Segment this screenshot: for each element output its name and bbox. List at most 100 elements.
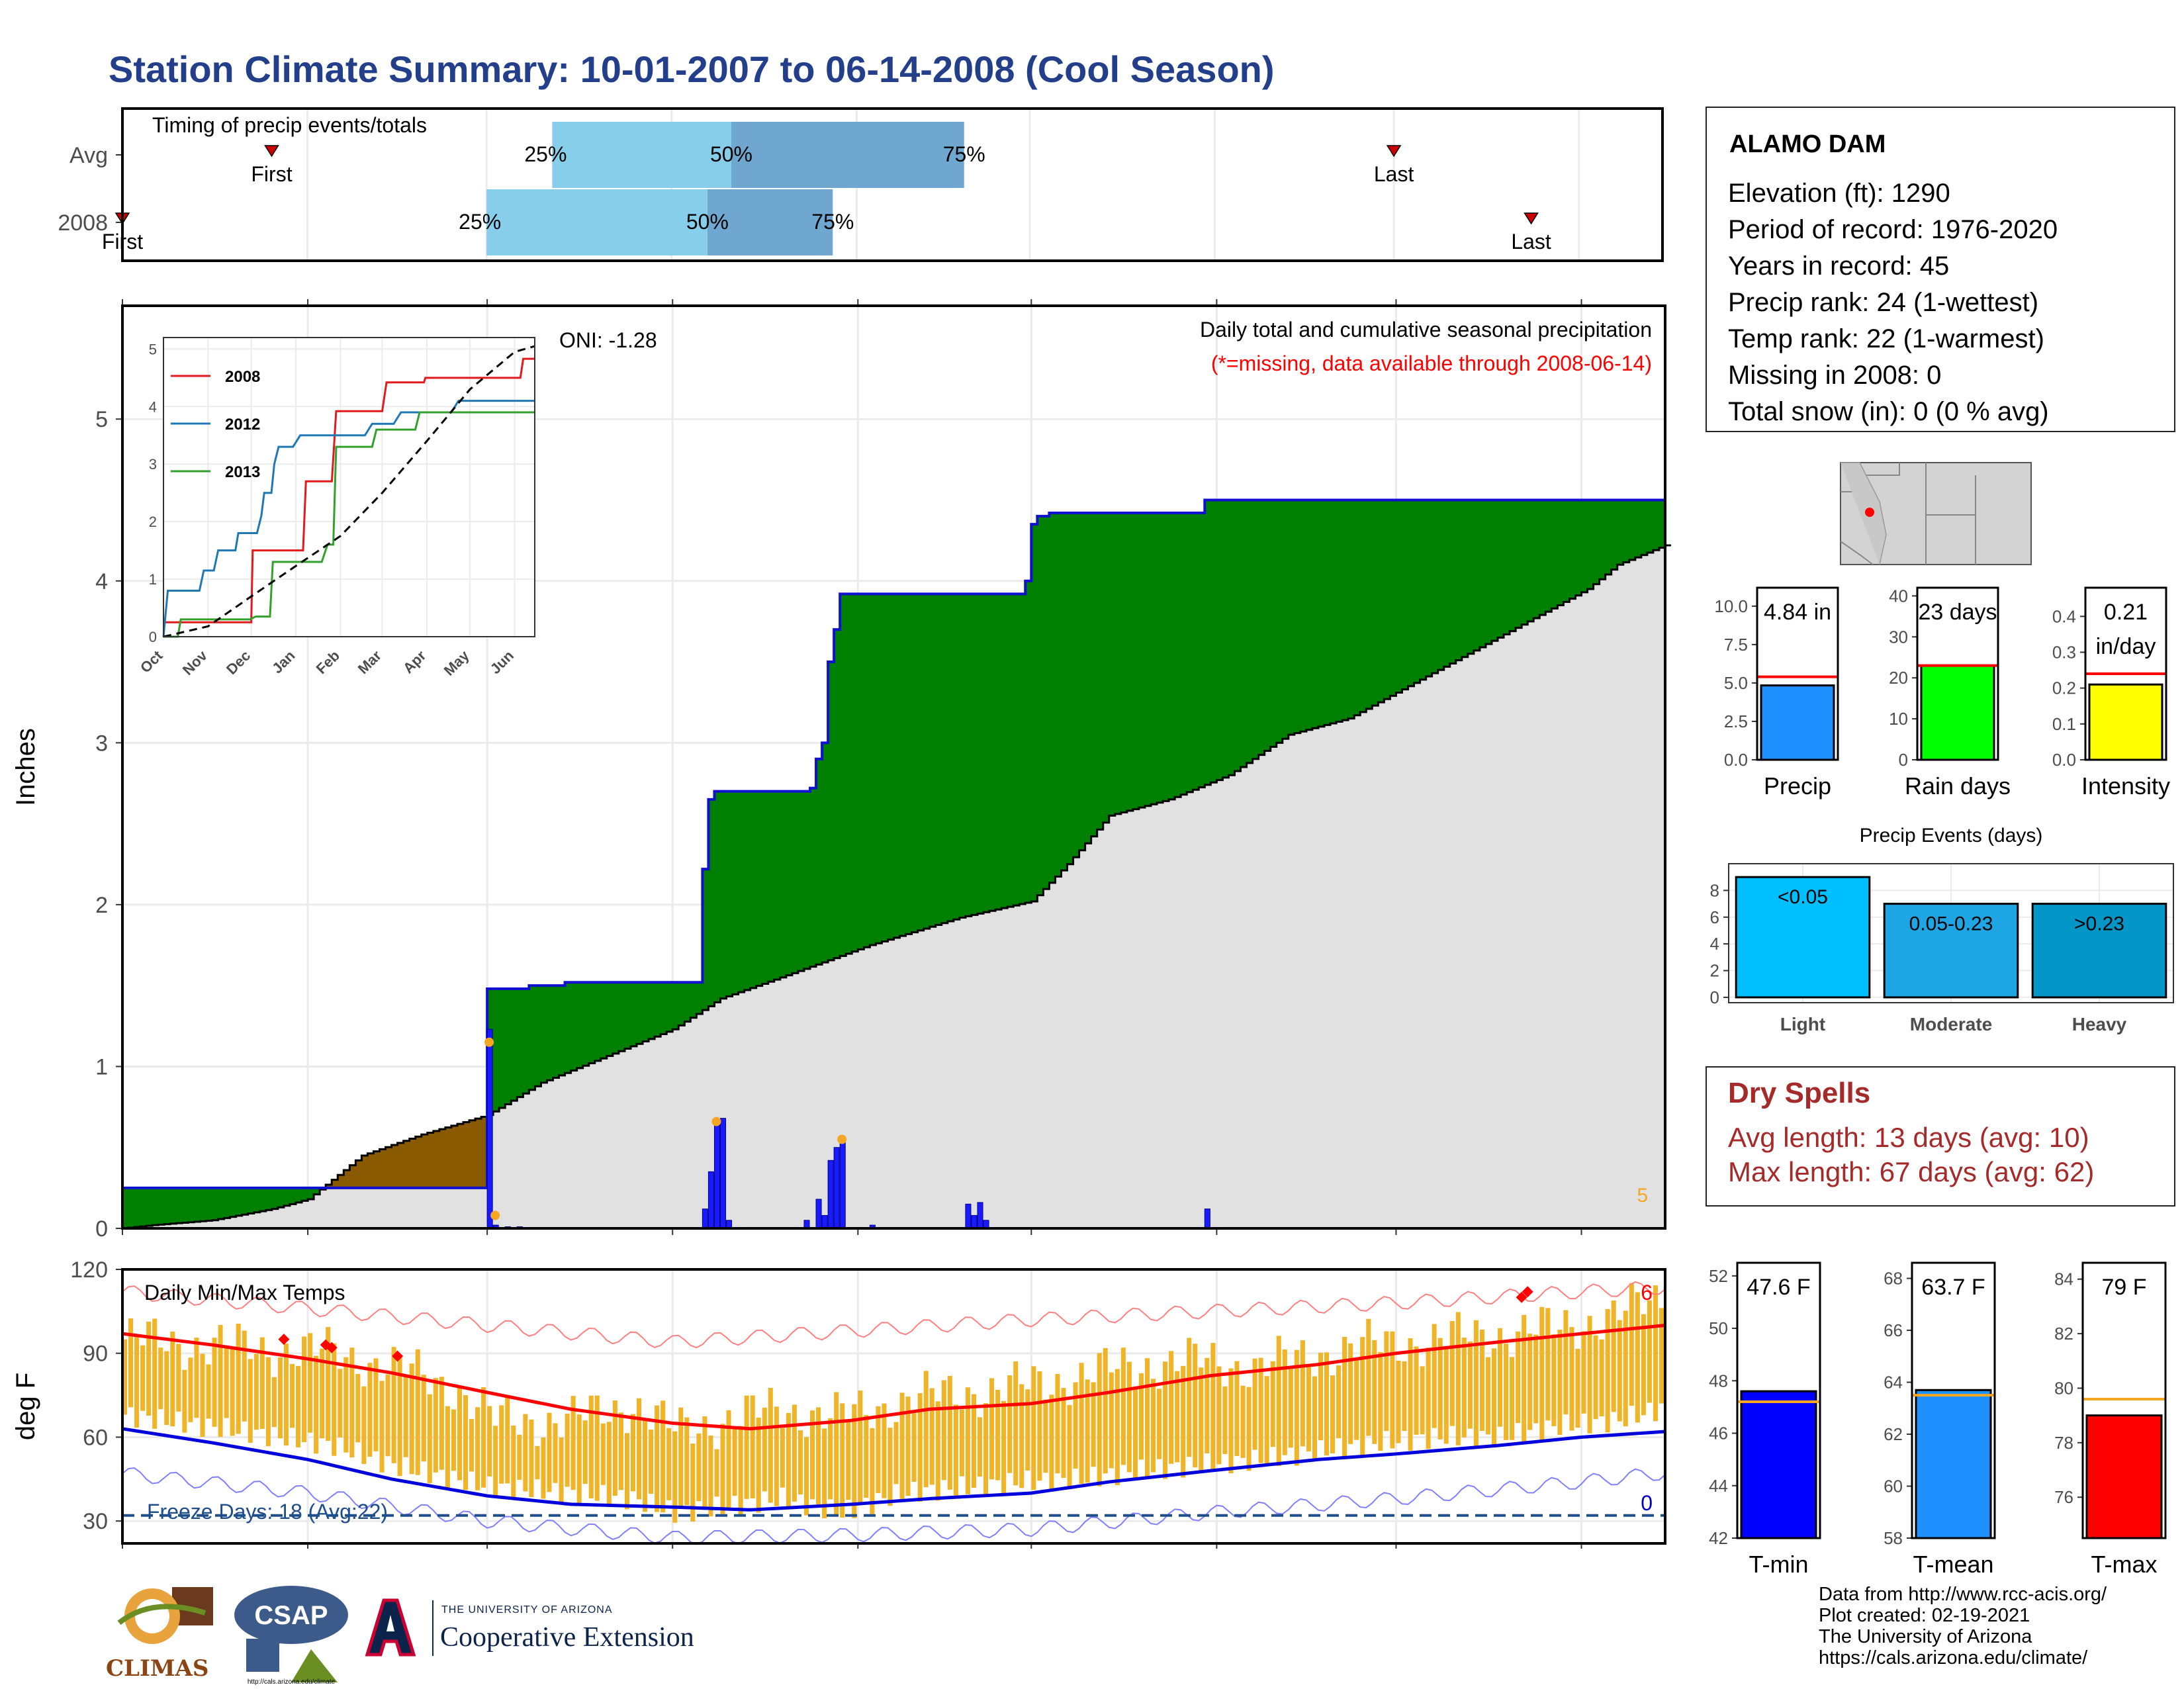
temp-daily-bar — [1222, 1386, 1228, 1454]
precip-base-area — [834, 958, 841, 1228]
temp-daily-bar — [876, 1406, 881, 1493]
precip-base-area — [1318, 726, 1325, 1228]
temp-daily-bar — [164, 1351, 169, 1426]
temp-daily-bar — [1647, 1300, 1652, 1403]
precip-base-area — [618, 1051, 625, 1228]
temp-daily-bar — [349, 1347, 355, 1458]
temp-daily-bar — [182, 1369, 187, 1433]
dry-spells-max: Max length: 67 days (avg: 62) — [1728, 1156, 2095, 1187]
precip-base-area — [1420, 679, 1427, 1228]
dry-spells-avg: Avg length: 13 days (avg: 10) — [1728, 1122, 2089, 1153]
temp-daily-bar — [1653, 1285, 1658, 1422]
temp-ytick-label: 60 — [83, 1425, 108, 1450]
precip-base-area — [1103, 822, 1110, 1228]
temp-daily-bar — [1169, 1351, 1174, 1464]
precip-base-area — [355, 1187, 362, 1228]
precip-surplus-area — [1575, 500, 1582, 596]
temp-daily-bar — [941, 1380, 946, 1481]
temp-daily-bar — [1510, 1357, 1515, 1440]
precip-base-area — [1126, 811, 1134, 1228]
credit-date: Plot created: 02-19-2021 — [1819, 1605, 2030, 1626]
precip-base-area — [750, 987, 757, 1228]
temp-daily-bar — [750, 1395, 755, 1499]
precip-surplus-area — [493, 989, 500, 1112]
temp-daily-bar — [409, 1363, 414, 1475]
precip-surplus-area — [1330, 500, 1337, 723]
precip-base-area — [1306, 729, 1313, 1228]
precip-base-area — [1210, 782, 1217, 1228]
temp-daily-bar — [1120, 1347, 1126, 1465]
temp-daily-bar — [797, 1430, 803, 1495]
precip-base-area — [816, 964, 823, 1228]
precip-base-area — [1629, 559, 1636, 1228]
precip-base-area — [1085, 843, 1092, 1228]
ua-logo-small: THE UNIVERSITY OF ARIZONA — [441, 1604, 613, 1616]
mini-panel-ytick-label: 58 — [1884, 1528, 1903, 1548]
precip-base-area — [409, 1187, 416, 1228]
precip-base-area — [846, 954, 852, 1228]
temp-daily-bar — [1563, 1310, 1569, 1415]
precip-surplus-area — [1043, 516, 1050, 890]
mini-panel-category: Precip — [1764, 772, 1831, 799]
mini-panel-ytick-label: 48 — [1709, 1371, 1728, 1391]
temp-avg-max-line — [122, 1324, 1666, 1431]
temp-daily-bar — [271, 1377, 277, 1428]
station-precip-rank: Precip rank: 24 (1-wettest) — [1728, 288, 2039, 317]
precip-base-area — [822, 962, 829, 1228]
precip-base-area — [1061, 870, 1068, 1228]
temp-daily-bar — [314, 1355, 319, 1454]
temp-daily-bar — [535, 1445, 540, 1480]
temp-daily-bar — [1234, 1361, 1240, 1456]
precip-base-area — [1527, 621, 1534, 1228]
precip-base-area — [1432, 673, 1439, 1228]
temp-daily-bar — [505, 1397, 510, 1484]
precip-base-area — [923, 929, 931, 1228]
precip-surplus-area — [864, 594, 870, 948]
precip-daily-bar — [707, 1171, 714, 1229]
precip-deficit-area — [355, 1160, 362, 1188]
temp-daily-bar — [1635, 1292, 1640, 1423]
station-missing: Missing in 2008: 0 — [1728, 361, 1942, 390]
precip-surplus-area — [553, 985, 560, 1078]
precip-deficit-area — [427, 1132, 434, 1188]
mini-panel-ytick-label: 84 — [2054, 1269, 2073, 1289]
temp-daily-bar — [1055, 1373, 1060, 1474]
precip-surplus-area — [858, 594, 864, 950]
inset-legend-label: 2013 — [225, 463, 260, 481]
temp-daily-bar — [923, 1371, 929, 1488]
precip-base-area — [314, 1194, 320, 1228]
csap-logo: CSAP http://cals.arizona.edu/climate — [232, 1583, 351, 1686]
temp-daily-bar — [911, 1413, 917, 1482]
station-info-box: ALAMO DAM Elevation (ft): 1290 Period of… — [1706, 107, 2175, 432]
temp-daily-bar — [846, 1422, 851, 1500]
precip-surplus-area — [1414, 500, 1421, 683]
precip-ylabel: Inches — [11, 728, 40, 806]
precip-surplus-area — [559, 985, 566, 1075]
precip-base-area — [702, 1010, 709, 1228]
timing-label-75: 75% — [943, 142, 985, 166]
temp-daily-bar — [1187, 1338, 1192, 1457]
precip-base-area — [810, 966, 817, 1228]
precip-base-area — [212, 1220, 219, 1228]
precip-surplus-area — [702, 869, 709, 1011]
ua-logo: THE UNIVERSITY OF ARIZONA Cooperative Ex… — [361, 1595, 745, 1668]
timing-label-25: 25% — [459, 210, 501, 234]
precip-base-area — [1199, 787, 1205, 1228]
precip-surplus-area — [678, 982, 685, 1026]
mini-panel-ytick-label: 10 — [1889, 709, 1908, 729]
temp-daily-bar — [643, 1418, 648, 1512]
precip-base-area — [188, 1222, 195, 1228]
precip-surplus-area — [660, 982, 667, 1034]
precip-surplus-area — [666, 982, 673, 1032]
precip-surplus-area — [708, 799, 715, 1007]
temp-daily-bar — [852, 1404, 857, 1518]
mini-panel-ytick-label: 0 — [1899, 750, 1908, 770]
precip-base-area — [1091, 836, 1098, 1228]
precip-base-area — [600, 1058, 608, 1228]
precip-base-area — [397, 1187, 404, 1228]
temp-daily-bar — [1575, 1349, 1580, 1428]
precip-base-area — [1348, 718, 1355, 1228]
temp-daily-bar — [1246, 1387, 1251, 1471]
precip-surplus-area — [762, 791, 769, 984]
events-bar-label: 0.05-0.23 — [1909, 913, 1993, 935]
